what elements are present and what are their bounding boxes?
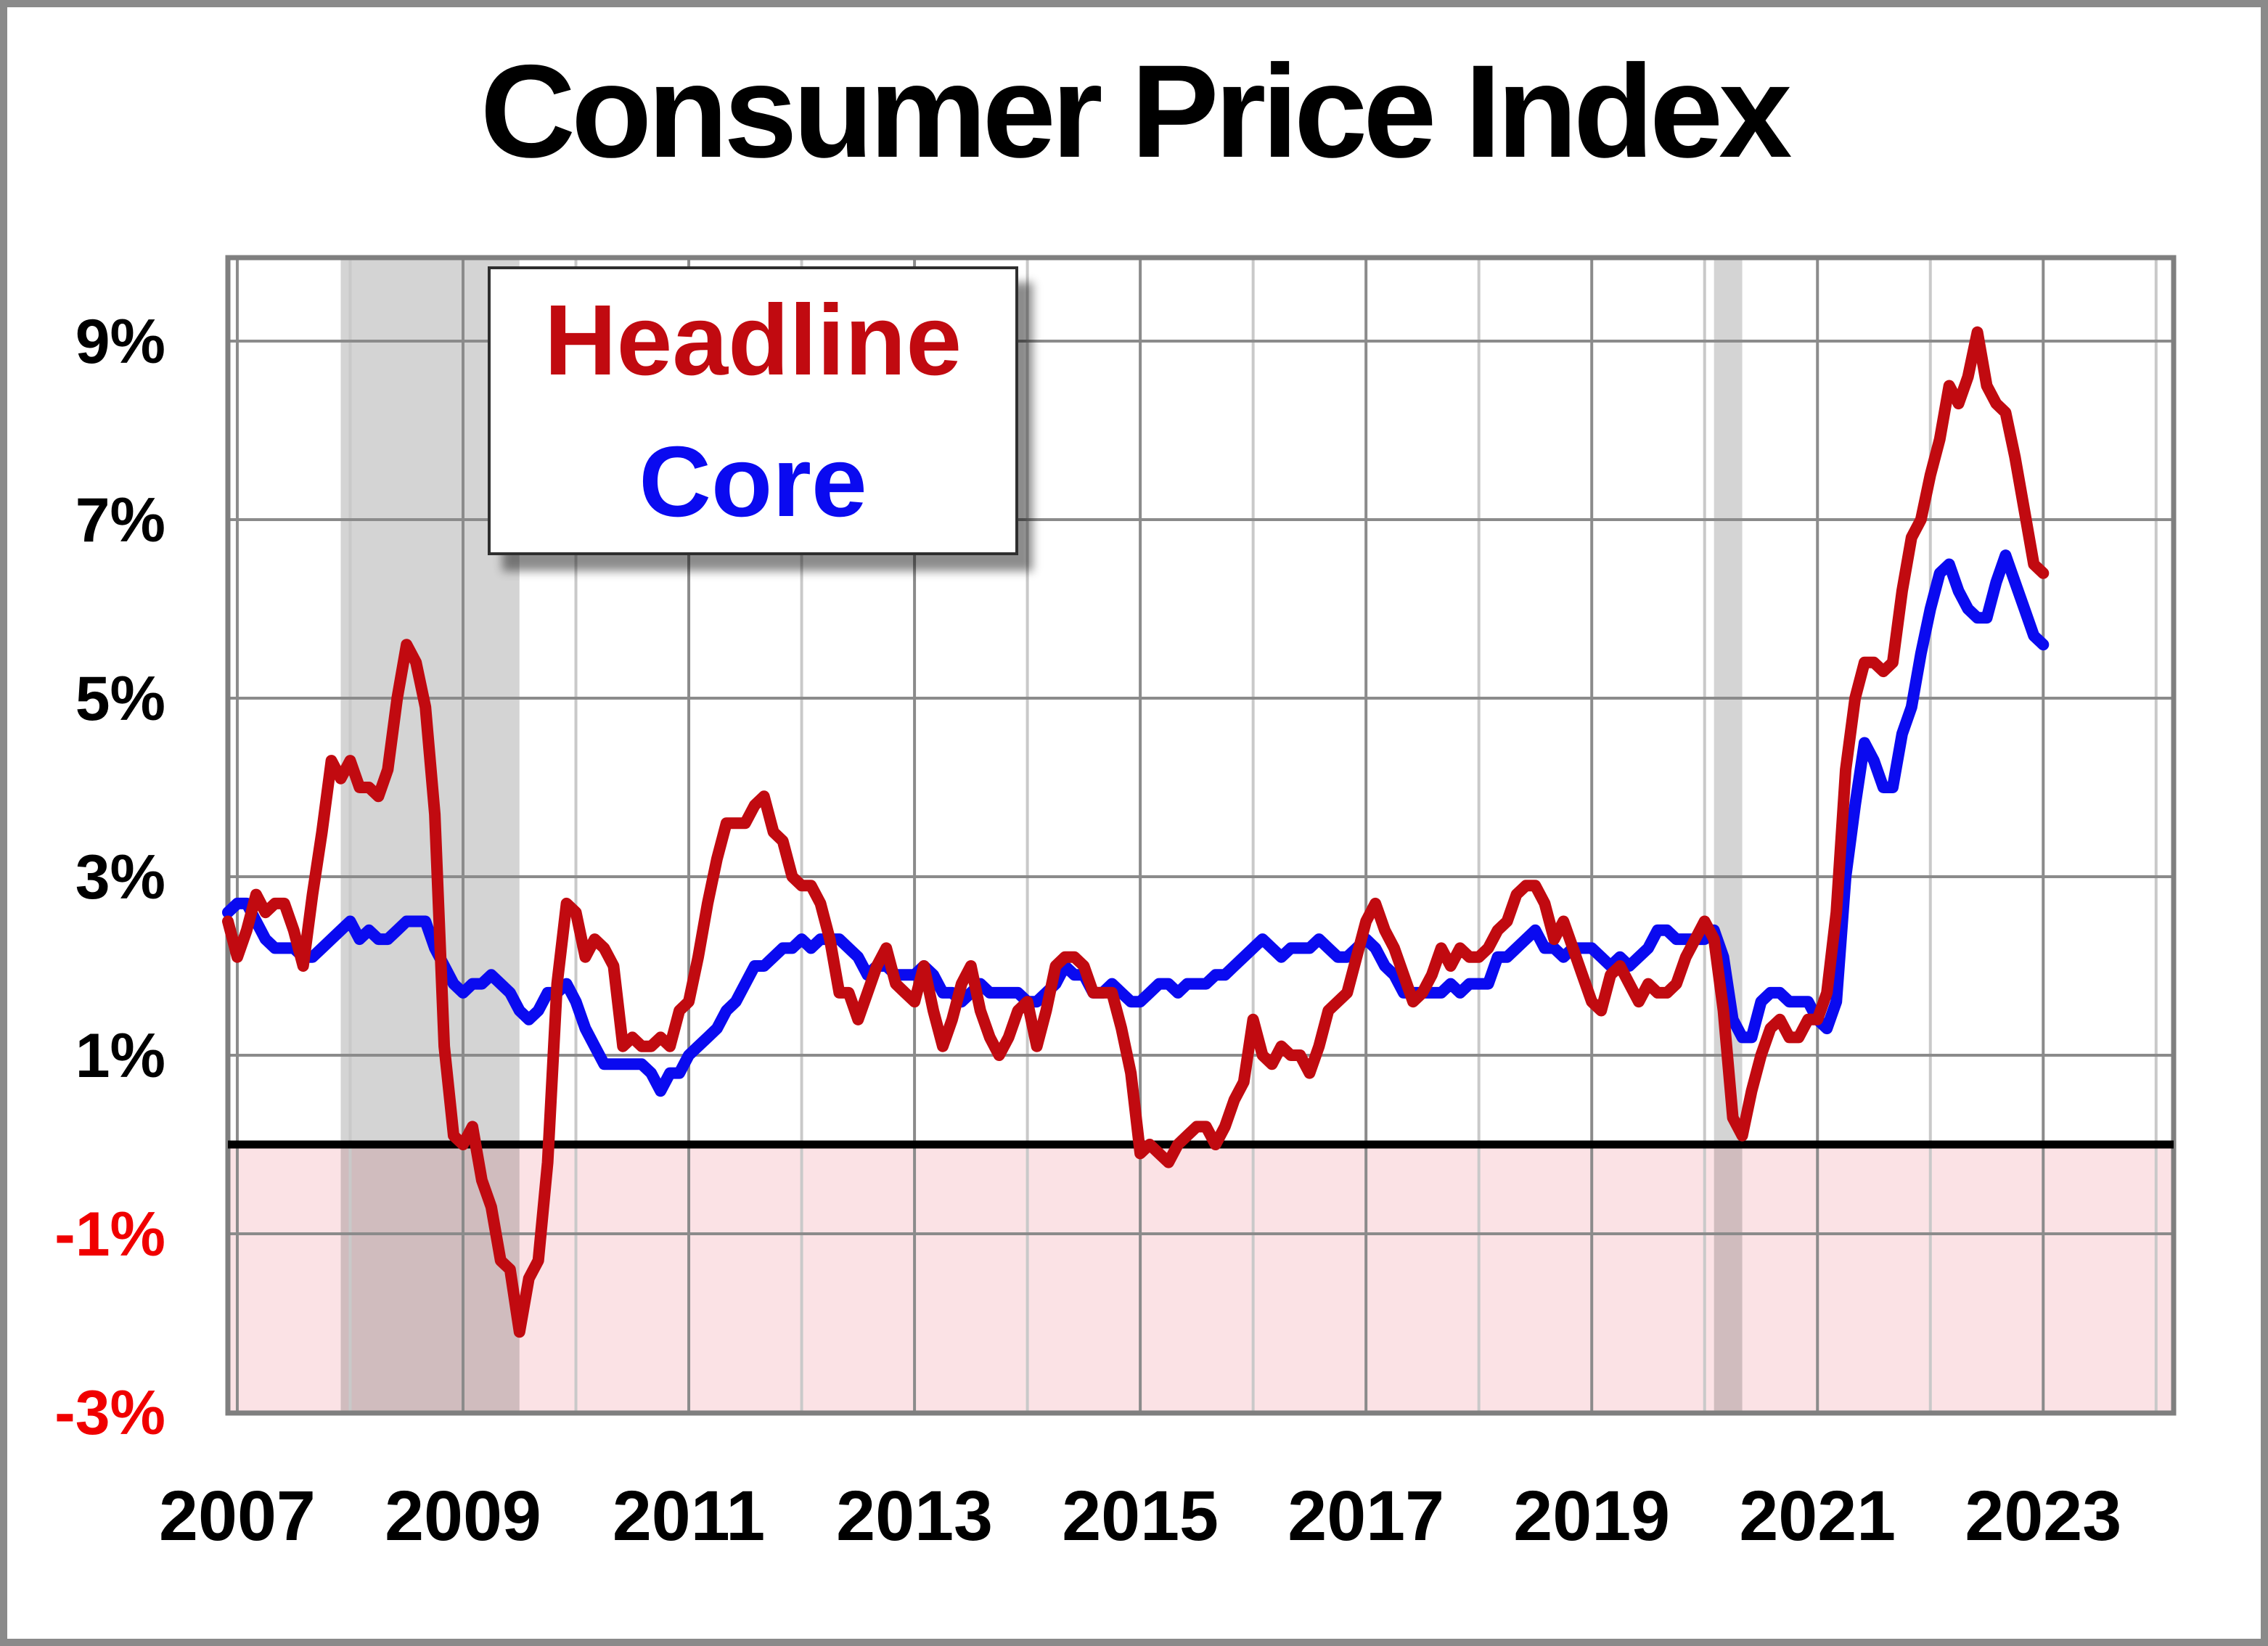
- chart-title: Consumer Price Index: [480, 37, 1793, 185]
- x-tick-label: 2021: [1739, 1476, 1896, 1555]
- x-tick-label: 2007: [159, 1476, 316, 1555]
- core-line: [222, 549, 2050, 1097]
- legend-headline-label: Headline: [544, 284, 962, 396]
- deflation-zone: [228, 1145, 2174, 1413]
- y-tick-label: 3%: [75, 843, 165, 912]
- x-tick-label: 2017: [1287, 1476, 1444, 1555]
- plot-area: 9% 7% 5% 3% 1% -1% -3% 2007 2009 2011 2013 2015 2017…: [54, 255, 2177, 1555]
- x-tick-label: 2015: [1062, 1476, 1219, 1555]
- y-tick-label: 7%: [75, 486, 165, 555]
- x-tick-label: 2019: [1513, 1476, 1670, 1555]
- x-tick-label: 2009: [385, 1476, 541, 1555]
- y-tick-label: -3%: [54, 1378, 165, 1448]
- legend: Headline Core: [488, 266, 1018, 555]
- x-tick-label: 2023: [1965, 1476, 2121, 1555]
- plot-frame: [225, 255, 2177, 1416]
- legend-core-label: Core: [639, 425, 867, 538]
- y-tick-label: 1%: [75, 1021, 165, 1091]
- y-tick-label: 9%: [75, 307, 165, 377]
- y-tick-label: -1%: [54, 1200, 165, 1269]
- x-tick-label: 2013: [836, 1476, 993, 1555]
- headline-line: [222, 326, 2050, 1338]
- y-tick-label: 5%: [75, 664, 165, 734]
- recession-band: [1714, 258, 1743, 1413]
- x-tick-label: 2011: [613, 1476, 765, 1555]
